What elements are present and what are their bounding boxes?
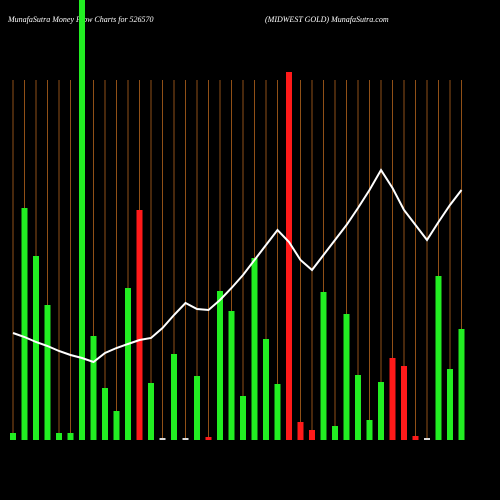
bar	[194, 376, 200, 440]
bar	[79, 0, 85, 440]
bar	[33, 256, 39, 440]
bar	[136, 210, 143, 440]
bar	[389, 358, 396, 440]
bar	[412, 436, 419, 440]
bar	[355, 375, 361, 440]
bar	[125, 288, 131, 440]
bar	[205, 437, 212, 440]
bar	[401, 366, 407, 440]
bar	[10, 433, 16, 440]
bar	[378, 382, 384, 440]
line	[12, 168, 463, 364]
bar	[332, 426, 338, 440]
bar	[217, 291, 223, 440]
bar	[309, 430, 315, 440]
bar	[21, 208, 28, 440]
bar	[458, 329, 465, 440]
bar	[56, 433, 62, 440]
chart-subtitle: (MIDWEST GOLD) MunafaSutra.com	[265, 15, 389, 24]
bar	[102, 388, 108, 440]
bar	[113, 411, 120, 440]
bar	[148, 383, 154, 440]
bar	[435, 276, 442, 440]
bar	[228, 311, 235, 440]
bar	[159, 438, 166, 440]
bar	[447, 369, 453, 440]
bar	[44, 305, 51, 440]
bar	[182, 438, 189, 440]
bar	[286, 72, 292, 440]
bar	[90, 336, 97, 440]
bar	[251, 258, 258, 440]
bar	[274, 384, 281, 440]
bar	[171, 354, 177, 440]
bar	[320, 292, 327, 440]
bar	[343, 314, 350, 440]
bar	[424, 438, 430, 440]
bar	[366, 420, 373, 440]
bar	[297, 422, 304, 440]
bar	[67, 433, 74, 440]
bar	[263, 339, 269, 440]
bar	[240, 396, 246, 440]
